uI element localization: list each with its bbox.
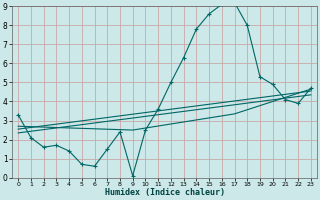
X-axis label: Humidex (Indice chaleur): Humidex (Indice chaleur) [105,188,225,197]
